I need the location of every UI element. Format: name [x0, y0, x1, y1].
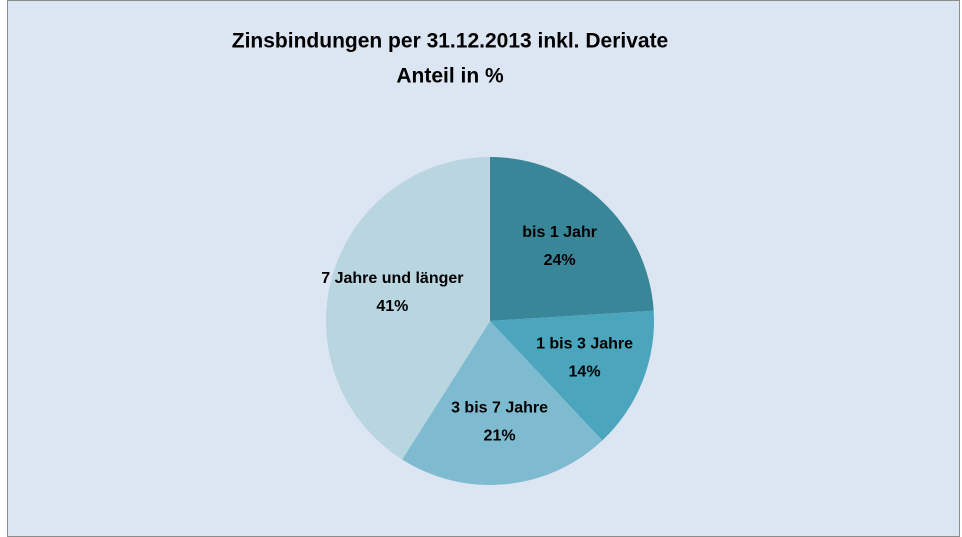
slice-value-label: 14% [569, 364, 601, 381]
slice-value-label: 24% [544, 252, 576, 269]
slice-value-label: 21% [484, 427, 516, 444]
pie-slice [490, 310, 655, 441]
chart-title: Zinsbindungen per 31.12.2013 inkl. Deriv… [232, 30, 669, 53]
pie-slice [490, 157, 654, 321]
chart-subtitle: Anteil in % [396, 65, 504, 88]
slice-category-label: 3 bis 7 Jahre [451, 399, 548, 416]
slice-category-label: bis 1 Jahr [522, 224, 597, 241]
slice-category-label: 1 bis 3 Jahre [536, 336, 633, 353]
slice-value-label: 41% [376, 298, 408, 315]
slice-category-label: 7 Jahre und länger [321, 270, 463, 287]
pie-slice [325, 157, 490, 460]
pie-slice [402, 321, 603, 485]
